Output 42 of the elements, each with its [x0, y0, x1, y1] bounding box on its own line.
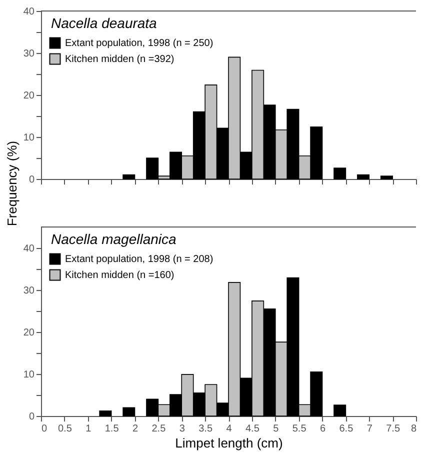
x-tick-label: 5	[273, 424, 280, 434]
x-tick-label: 6	[320, 424, 326, 434]
x-tick-label: 3	[179, 424, 186, 434]
y-tick-label: 0	[28, 412, 35, 422]
x-tick-label: 3.5	[198, 424, 213, 434]
bar	[334, 404, 346, 416]
y-tick-label: 40	[23, 244, 35, 254]
x-tick-label: 7.5	[386, 424, 400, 434]
x-tick-label: 2	[132, 424, 138, 434]
y-tick-label: 20	[23, 328, 35, 338]
legend-label: Kitchen midden (n =392)	[65, 54, 174, 65]
y-tick-label: 30	[23, 286, 35, 296]
x-tick-label: 5.5	[292, 424, 307, 434]
x-tick-label: 4	[226, 424, 232, 434]
x-tick-label: 0	[42, 424, 48, 434]
legend-label: Extant population, 1998 (n = 208)	[65, 254, 214, 265]
chart-title: Nacella deaurata	[51, 15, 158, 31]
bar	[357, 174, 370, 180]
x-tick-label: 2.5	[152, 424, 166, 434]
y-axis-title: Frequency (%)	[4, 140, 20, 226]
x-tick-label: 7	[366, 424, 373, 434]
x-tick-label: 6.5	[339, 424, 354, 434]
x-tick-label: 1	[86, 424, 92, 434]
chart-title: Nacella magellanica	[51, 231, 177, 247]
bar	[334, 168, 346, 180]
x-tick-label: 0.5	[58, 424, 72, 434]
bar	[99, 410, 112, 416]
x-tick-label: 1.5	[104, 424, 120, 434]
bar	[122, 174, 136, 180]
y-tick-label: 10	[23, 370, 35, 380]
x-axis-title: Limpet length (cm)	[175, 436, 283, 450]
bar	[380, 176, 393, 180]
legend-label: Kitchen midden (n =160)	[65, 270, 174, 281]
bar	[122, 407, 136, 416]
y-tick-label: 10	[23, 132, 35, 144]
x-tick-label: 8	[410, 424, 417, 434]
y-tick-label: 20	[23, 90, 35, 102]
legend-label: Extant population, 1998 (n = 250)	[65, 38, 214, 49]
y-tick-label: 40	[23, 6, 35, 18]
x-tick-label: 4.5	[245, 424, 260, 434]
y-tick-label: 30	[23, 48, 35, 60]
y-tick-label: 0	[28, 174, 35, 186]
